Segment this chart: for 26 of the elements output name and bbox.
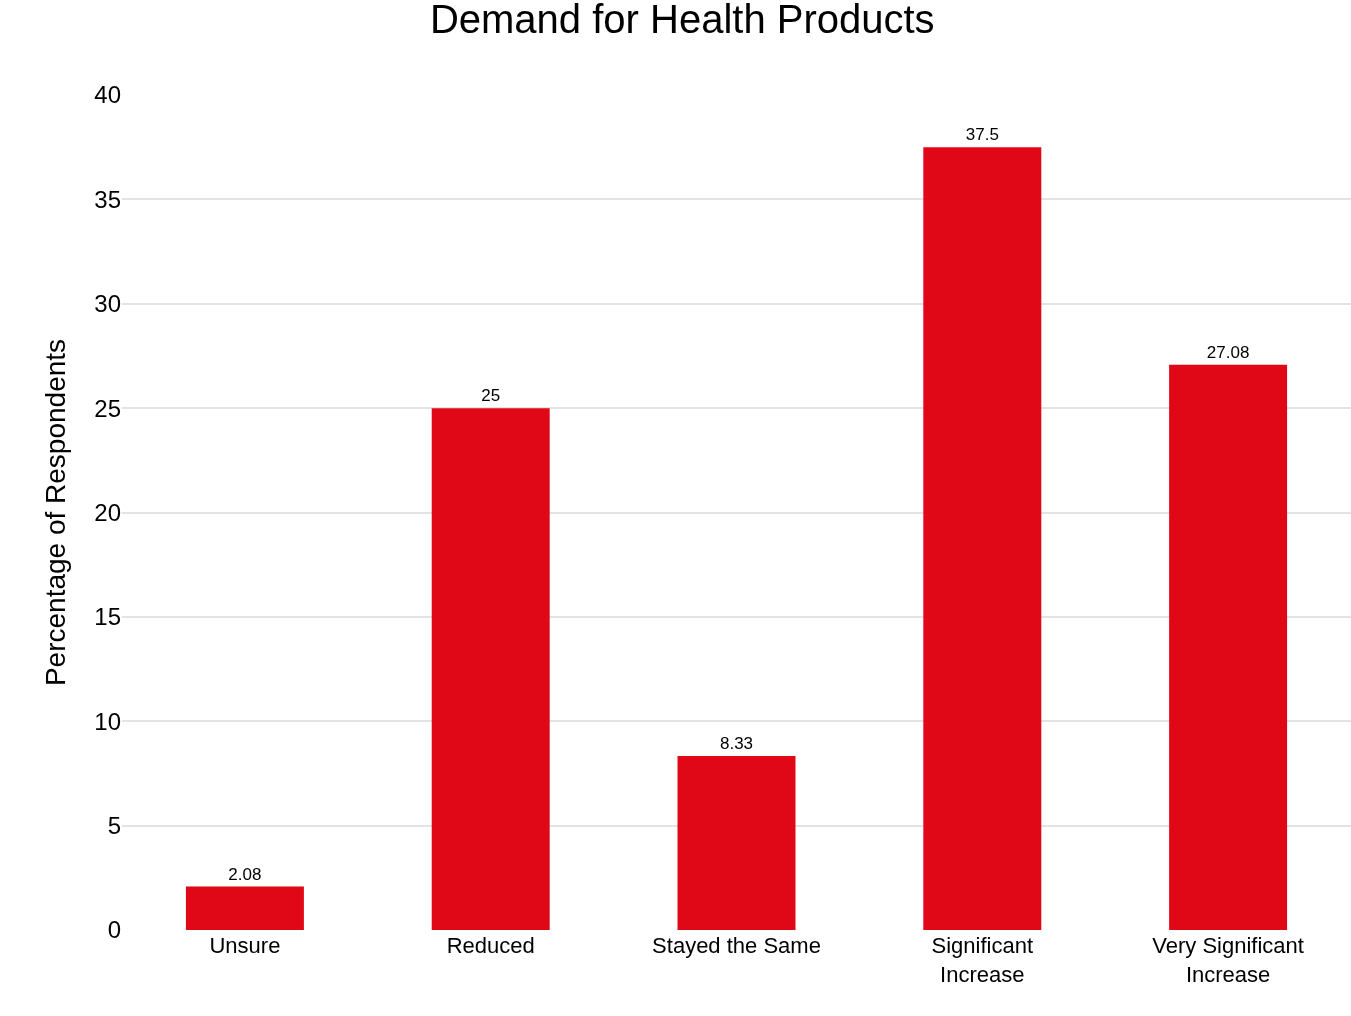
- y-tick-label: 5: [107, 812, 121, 840]
- x-tick-label: Stayed the Same: [652, 933, 821, 958]
- chart-title: Demand for Health Products: [429, 0, 935, 42]
- y-tick-label: 30: [94, 290, 121, 318]
- data-label: 2.08: [228, 864, 262, 884]
- data-label: 27.08: [1206, 342, 1250, 362]
- data-label: 37.5: [965, 125, 999, 145]
- y-axis-title: Percentage of Respondents: [40, 338, 71, 687]
- x-tick-label: Significant Increase: [931, 933, 1034, 987]
- bar: [185, 886, 304, 930]
- y-tick-label: 35: [94, 185, 121, 213]
- y-tick-label: 25: [94, 394, 121, 422]
- data-label: 8.33: [719, 734, 754, 754]
- y-tick-label: 20: [94, 498, 121, 526]
- x-tick-label: Reduced: [446, 933, 535, 958]
- x-tick-label: Very Significant Increase: [1152, 933, 1304, 987]
- y-tick-label: 0: [107, 916, 121, 944]
- y-tick-label: 40: [94, 81, 121, 109]
- bar: [431, 408, 550, 930]
- bar: [923, 147, 1042, 930]
- y-tick-label: 15: [94, 603, 121, 631]
- y-tick-label: 10: [94, 707, 121, 735]
- bar: [1169, 364, 1288, 930]
- data-label: 25: [481, 386, 501, 406]
- bar: [677, 756, 796, 930]
- x-tick-label: Unsure: [209, 933, 281, 958]
